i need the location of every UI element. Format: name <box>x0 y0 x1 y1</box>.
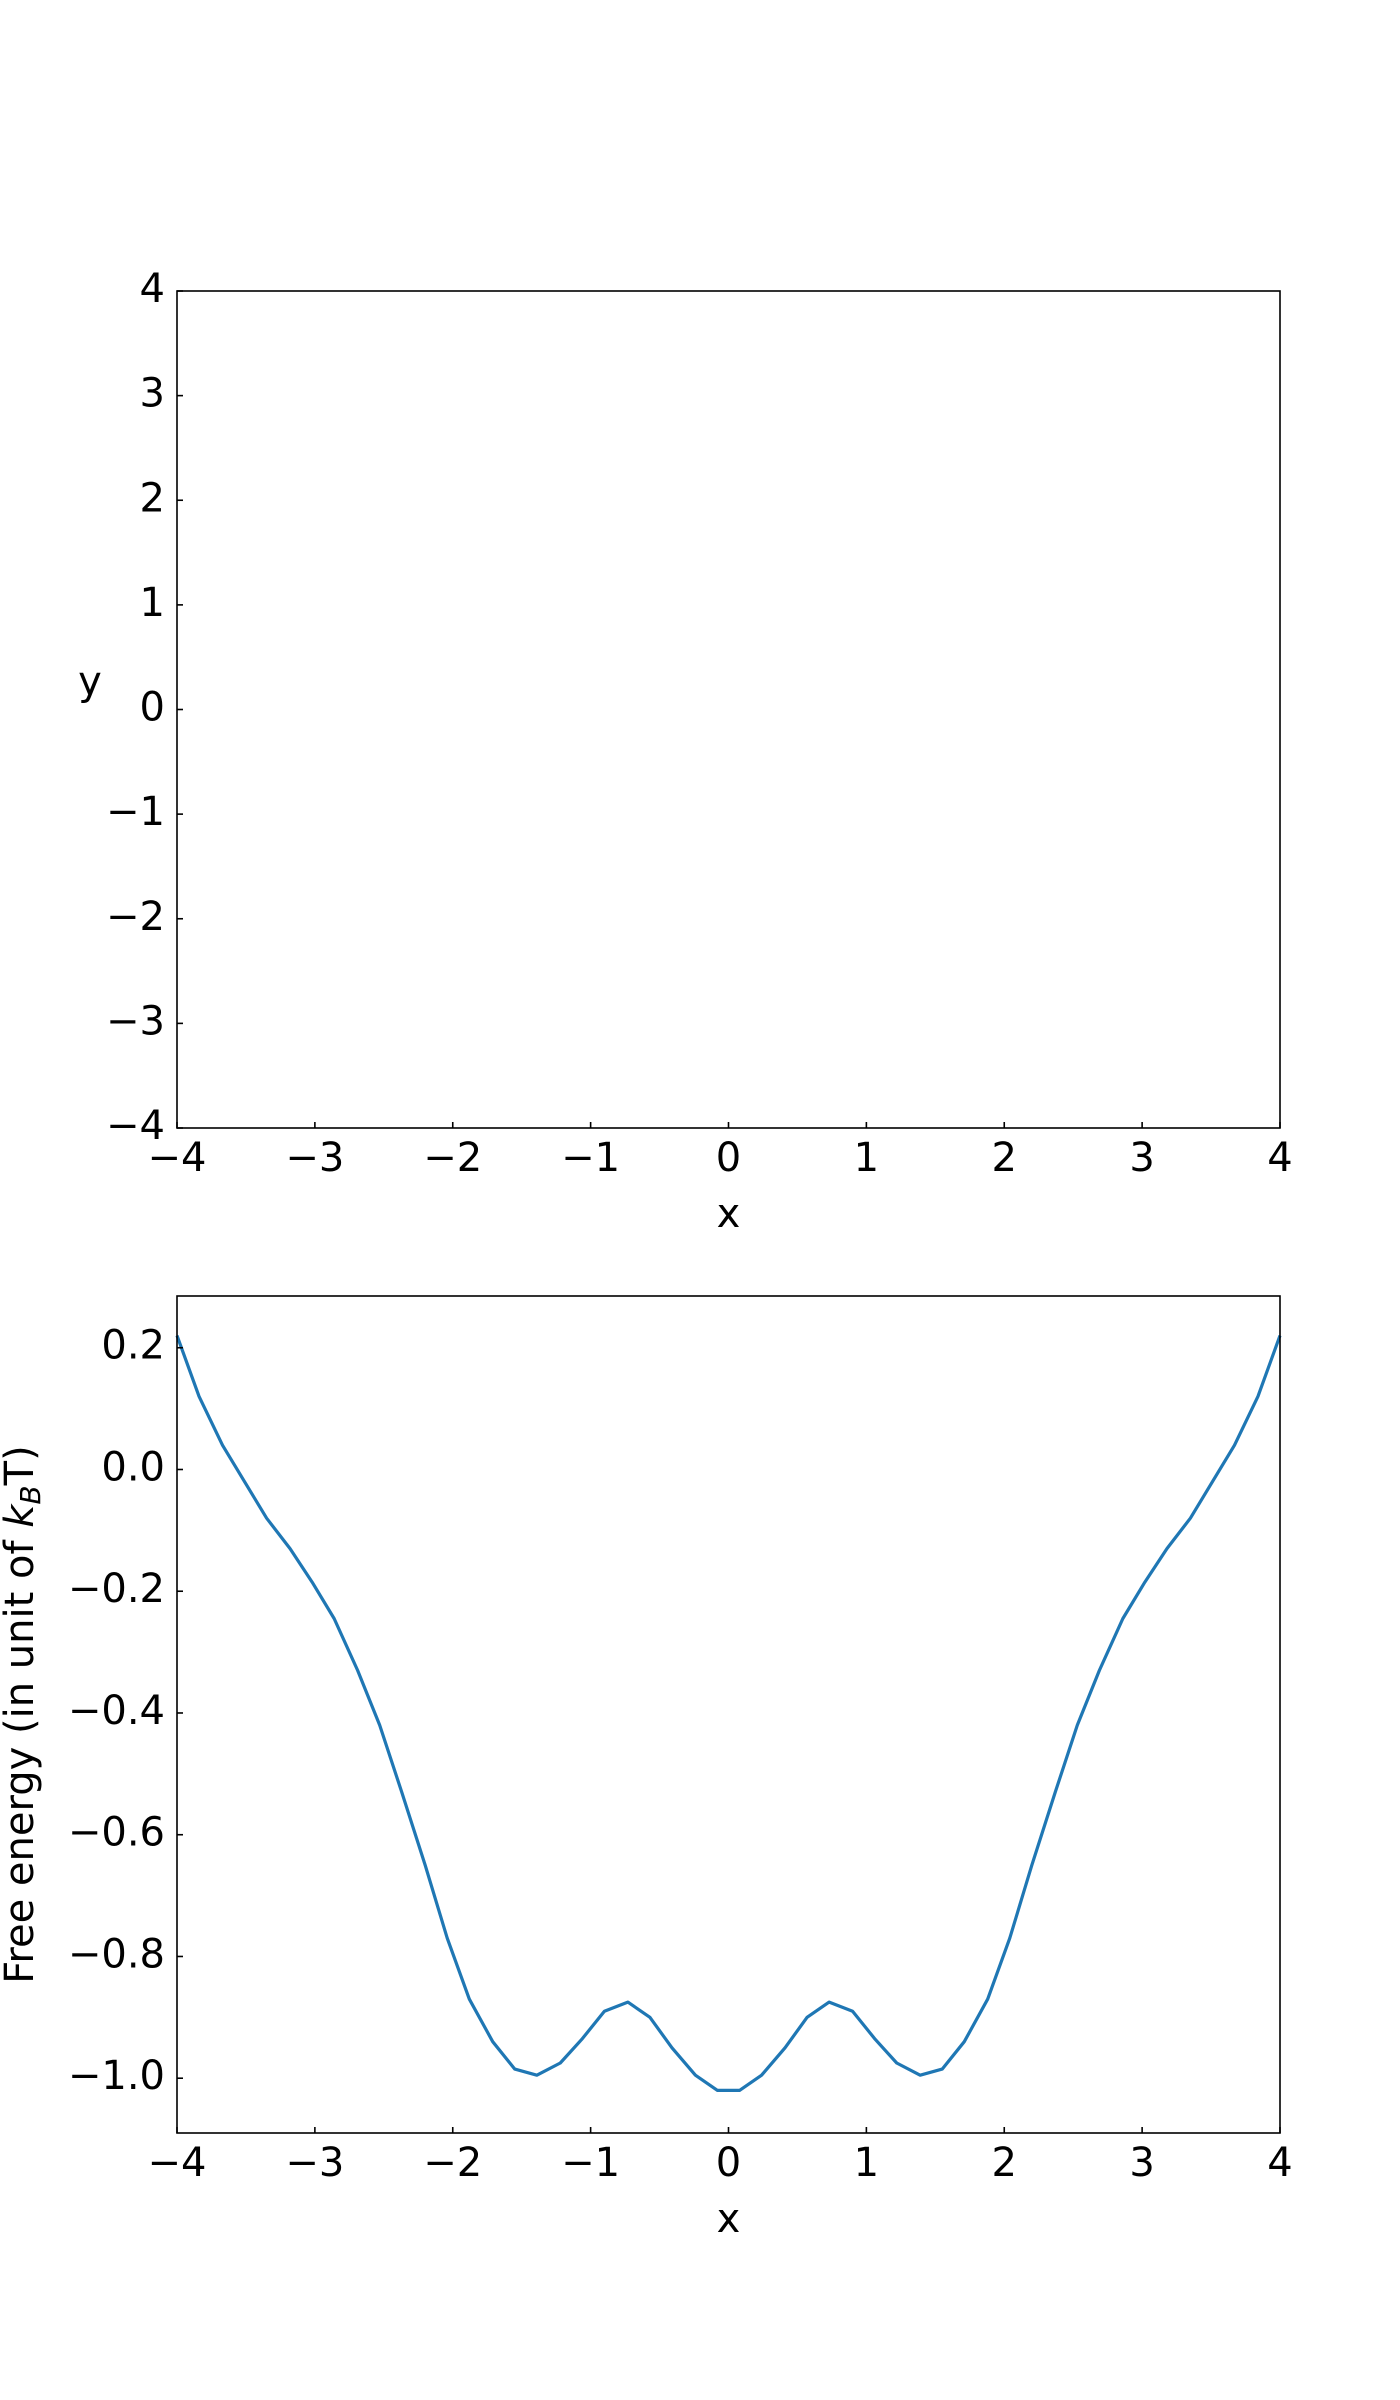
contour-level <box>122 249 1335 1170</box>
x-tick-label: −2 <box>423 1135 482 1181</box>
contour-well <box>664 673 788 757</box>
y-tick-label: −3 <box>106 998 165 1044</box>
y-axis-label: Free energy (in unit of kBT) <box>0 1445 47 1983</box>
y-tick-label: −0.8 <box>68 1931 165 1977</box>
contour-level <box>239 338 1218 1072</box>
y-axis-label: y <box>78 658 102 704</box>
y-axis-label-part: T) <box>0 1445 43 1486</box>
y-axis-label-part: B <box>14 1485 47 1504</box>
x-tick-label: −4 <box>148 1135 207 1181</box>
y-tick-label: 4 <box>140 266 165 312</box>
x-tick-label: 2 <box>992 1135 1017 1181</box>
x-tick-label: −3 <box>285 1135 344 1181</box>
y-tick-label: −2 <box>106 894 165 940</box>
x-tick-label: −1 <box>561 1135 620 1181</box>
axes-frame <box>176 1295 1281 2134</box>
x-tick-label: 0 <box>716 2140 741 2186</box>
x-axis-label: x <box>717 2196 741 2242</box>
y-tick-label: 3 <box>140 371 165 417</box>
y-tick-label: −0.2 <box>68 1566 165 1612</box>
x-tick-label: 3 <box>1129 2140 1154 2186</box>
y-axis-label-part: Free energy (in unit of <box>0 1528 43 1984</box>
x-axis-label: x <box>717 1191 741 1237</box>
y-tick-label: 0.2 <box>101 1323 165 1369</box>
contour-well <box>879 523 978 592</box>
line <box>175 1335 1282 2092</box>
x-tick-label: 3 <box>1129 1135 1154 1181</box>
x-tick-label: 1 <box>854 2140 879 2186</box>
y-axis-label-part: k <box>0 1503 43 1528</box>
y-tick-label: 1 <box>140 580 165 626</box>
x-tick-label: 0 <box>716 1135 741 1181</box>
y-tick-label: 0.0 <box>101 1444 165 1490</box>
contour-field <box>39 186 1400 1232</box>
x-tick-label: 2 <box>992 2140 1017 2186</box>
axes-frame <box>176 290 1281 1129</box>
y-tick-label: 0 <box>140 685 165 731</box>
y-tick-label: 2 <box>140 475 165 521</box>
y-tick-label: −4 <box>106 1103 165 1149</box>
x-tick-label: 1 <box>854 1135 879 1181</box>
contour-level <box>163 281 1294 1139</box>
y-tick-label: −1 <box>106 789 165 835</box>
x-tick-label: 4 <box>1267 2140 1292 2186</box>
contour-level <box>529 553 936 867</box>
x-tick-label: −1 <box>561 2140 620 2186</box>
y-tick-label: −1.0 <box>68 2053 165 2099</box>
x-tick-label: 4 <box>1267 1135 1292 1181</box>
x-tick-label: −4 <box>148 2140 207 2186</box>
x-tick-label: −3 <box>285 2140 344 2186</box>
x-tick-label: −2 <box>423 2140 482 2186</box>
contour-level <box>529 553 936 867</box>
contour-level <box>529 553 936 867</box>
contour-well <box>483 826 582 897</box>
contour-level <box>39 186 1400 1232</box>
y-tick-label: −0.4 <box>68 1688 165 1734</box>
y-tick-label: −0.6 <box>68 1810 165 1856</box>
